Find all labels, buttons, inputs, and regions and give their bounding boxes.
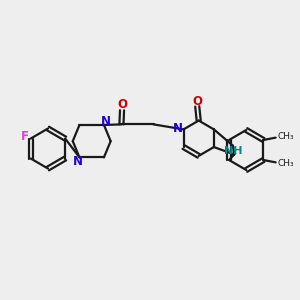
Text: CH₃: CH₃ (277, 132, 294, 141)
Text: O: O (192, 94, 202, 108)
Text: F: F (20, 130, 28, 143)
Text: O: O (117, 98, 127, 111)
Text: N: N (100, 115, 110, 128)
Text: NH: NH (224, 146, 243, 157)
Text: N: N (73, 155, 83, 168)
Text: CH₃: CH₃ (277, 159, 294, 168)
Text: N: N (173, 122, 183, 135)
